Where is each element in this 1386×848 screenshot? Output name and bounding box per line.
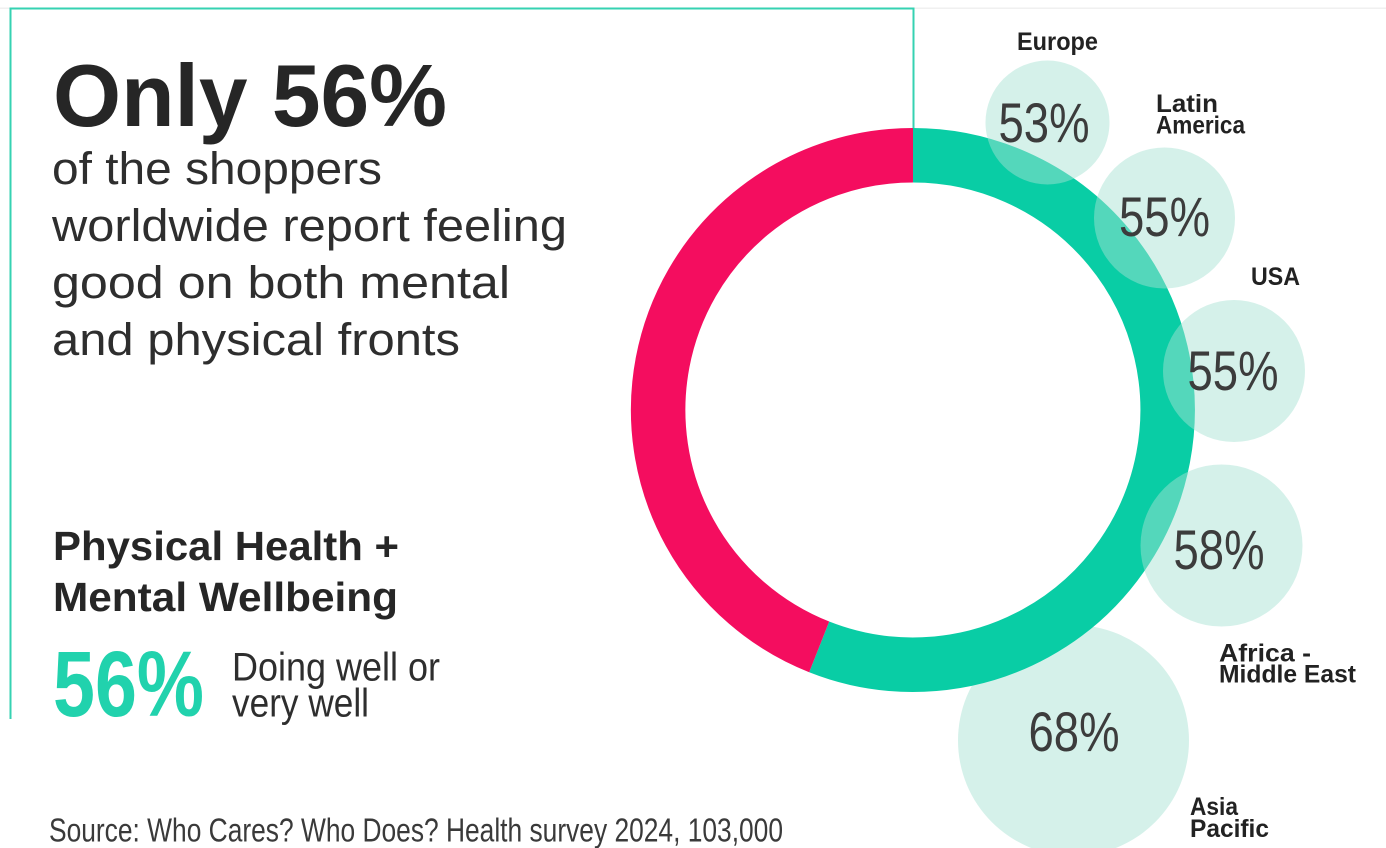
svg-text:Mental Wellbeing: Mental Wellbeing [53, 574, 398, 620]
svg-text:55%: 55% [1119, 185, 1210, 248]
svg-text:53%: 53% [999, 91, 1090, 154]
svg-text:good on both mental: good on both mental [52, 257, 510, 308]
svg-text:Africa -: Africa - [1219, 640, 1311, 668]
svg-text:USA: USA [1251, 263, 1300, 291]
svg-text:Source: Who Cares? Who Does? H: Source: Who Cares? Who Does? Health surv… [49, 812, 783, 848]
svg-text:58%: 58% [1174, 518, 1265, 581]
svg-text:68%: 68% [1029, 700, 1120, 763]
svg-text:and physical fronts: and physical fronts [52, 314, 460, 365]
svg-text:Only 56%: Only 56% [53, 46, 447, 145]
svg-text:Pacific: Pacific [1190, 815, 1269, 843]
svg-text:Latin: Latin [1156, 90, 1218, 118]
svg-text:America: America [1156, 112, 1246, 140]
svg-text:worldwide report feeling: worldwide report feeling [51, 200, 567, 251]
svg-text:very well: very well [232, 682, 369, 726]
svg-text:Doing well or: Doing well or [232, 646, 440, 690]
svg-text:Europe: Europe [1017, 28, 1098, 56]
svg-text:Middle East: Middle East [1219, 661, 1357, 689]
svg-text:Physical Health +: Physical Health + [53, 523, 399, 569]
svg-text:56%: 56% [53, 632, 204, 736]
svg-text:Asia: Asia [1190, 793, 1239, 821]
svg-text:55%: 55% [1188, 339, 1279, 402]
svg-text:of the shoppers: of the shoppers [52, 143, 382, 194]
